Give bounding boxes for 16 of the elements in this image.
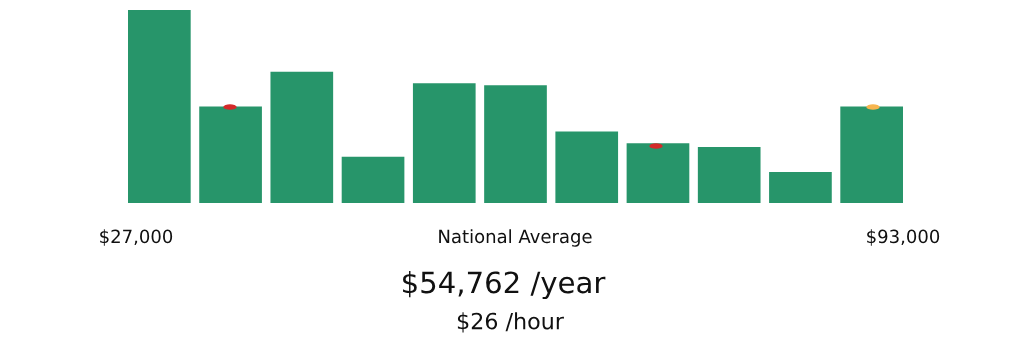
bar (769, 172, 832, 203)
text: $27,000 (100, 229, 173, 246)
bar (341, 156, 405, 203)
bar (840, 106, 903, 203)
bar (484, 85, 547, 203)
bar (555, 131, 619, 203)
bar (199, 106, 262, 203)
text: $26 /hour (457, 312, 564, 333)
bar (270, 71, 334, 203)
text: $93,000 (867, 229, 940, 246)
text: $54,762 /year (403, 270, 606, 300)
bar (412, 83, 476, 203)
bar (626, 143, 690, 203)
bar (128, 10, 191, 203)
bar (697, 147, 761, 203)
text: National Average (439, 229, 592, 247)
